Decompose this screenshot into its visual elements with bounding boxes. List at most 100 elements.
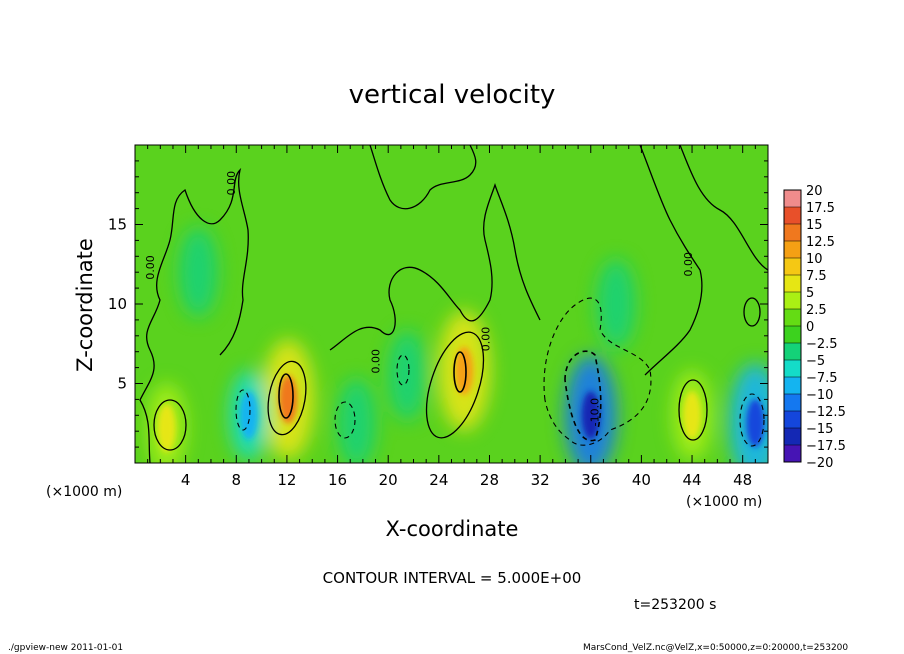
contour-label: 0.00 [682, 252, 695, 277]
colorbar-segment [784, 360, 801, 377]
field-feature [596, 259, 636, 349]
contour-labels: 0.00 0.00 0.00 0.00 -10.0 0.00 [144, 171, 695, 426]
colorbar-segment [784, 411, 801, 428]
footer-left: ./gpview-new 2011-01-01 [8, 643, 123, 653]
colorbar-label: −15 [806, 422, 833, 437]
time-label: t=253200 s [634, 597, 716, 613]
colorbar-label: −10 [806, 388, 833, 403]
field-core [746, 399, 765, 448]
colorbar-label: −17.5 [806, 439, 846, 454]
x-tick-label: 8 [232, 471, 242, 489]
colorbar-label: 2.5 [806, 303, 827, 318]
x-unit-label-left: (×1000 m) [46, 484, 122, 500]
colorbar-label: 10 [806, 252, 823, 267]
y-tick-label: 10 [108, 295, 127, 313]
colorbar-label: 17.5 [806, 201, 835, 216]
x-tick-label: 16 [328, 471, 347, 489]
colorbar-segment [784, 445, 801, 462]
colorbar-segment [784, 207, 801, 224]
contour-label: -10.0 [588, 398, 601, 426]
colorbar-segment [784, 258, 801, 275]
contour-label: 0.00 [225, 171, 238, 196]
x-tick-label: 24 [429, 471, 448, 489]
colorbar-segment [784, 224, 801, 241]
zero-contour-center [329, 182, 541, 351]
negative-contour-36 [543, 297, 652, 446]
colorbar-label: 12.5 [806, 235, 835, 250]
field-core [581, 391, 600, 440]
negative-contour-21 [396, 354, 410, 386]
contour-label: 0.00 [144, 255, 157, 280]
positive-contour-12 [267, 360, 307, 436]
colorbar-label: 5 [806, 286, 814, 301]
colorbar-label: 0 [806, 320, 814, 335]
colorbar-label: −20 [806, 456, 833, 471]
field-feature [387, 330, 427, 421]
x-tick-label: 32 [531, 471, 550, 489]
field-core [157, 404, 176, 453]
field-feature [178, 227, 218, 318]
y-tick-label: 5 [117, 375, 127, 393]
x-tick-label: 40 [632, 471, 651, 489]
positive-contour-49 [743, 297, 761, 327]
colorbar-segment [784, 326, 801, 343]
x-tick-label: 28 [480, 471, 499, 489]
field-core [239, 391, 258, 440]
contour-interval: CONTOUR INTERVAL = 5.000E+00 [323, 569, 582, 587]
positive-contour-2 [153, 399, 187, 451]
colorbar: 20 17.5 15 12.5 10 7.5 5 2.5 0 −2.5 −5 −7.5 −10 −12.5… [783, 184, 846, 471]
colorbar-label: −7.5 [806, 371, 838, 386]
field-core [455, 346, 474, 395]
y-axis-label: Z-coordinate [73, 238, 97, 372]
y-axis: 5 10 15 [108, 160, 768, 448]
x-axis-label: X-coordinate [386, 517, 519, 541]
positive-contour-26-inner [453, 351, 467, 393]
negative-contour-17 [334, 401, 356, 439]
x-tick-label: 12 [277, 471, 296, 489]
field-core [683, 391, 702, 440]
negative-contour-lines [235, 297, 765, 447]
velocity-field [147, 227, 768, 463]
colorbar-segment [784, 377, 801, 394]
y-tick-label: 15 [108, 216, 127, 234]
footer-right: MarsCond_VelZ.nc@VelZ,x=0:50000,z=0:2000… [583, 643, 848, 653]
colorbar-label: 15 [806, 218, 823, 233]
colorbar-label: −12.5 [806, 405, 846, 420]
x-tick-label: 48 [733, 471, 752, 489]
positive-contour-12-inner [278, 373, 294, 419]
negative-contour-9 [235, 389, 251, 431]
colorbar-segment [784, 190, 801, 207]
colorbar-segment [784, 428, 801, 445]
chart-title: vertical velocity [349, 80, 556, 110]
x-tick-label: 20 [379, 471, 398, 489]
x-tick-label: 4 [181, 471, 191, 489]
contour-lines [139, 145, 768, 463]
negative-contour-49 [739, 393, 765, 447]
colorbar-label: 7.5 [806, 269, 827, 284]
colorbar-label: −2.5 [806, 337, 838, 352]
plot-area: 0.00 0.00 0.00 0.00 -10.0 0.00 [135, 145, 768, 463]
x-tick-label: 44 [682, 471, 701, 489]
colorbar-segment [784, 343, 801, 360]
colorbar-label: −5 [806, 354, 825, 369]
zero-contour-left [139, 167, 249, 463]
field-feature [337, 378, 377, 463]
zero-contour-right [639, 145, 703, 376]
colorbar-segment [784, 309, 801, 326]
positive-contour-44 [678, 379, 708, 441]
colorbar-label: 20 [806, 184, 823, 199]
x-axis: 4 8 12 16 20 24 28 32 36 40 44 48 [147, 145, 756, 489]
x-tick-label: 36 [581, 471, 600, 489]
colorbar-segment [784, 275, 801, 292]
contour-label: 0.00 [479, 327, 492, 352]
x-unit-label-right: (×1000 m) [686, 494, 762, 510]
colorbar-segment [784, 292, 801, 309]
contour-label: 0.00 [369, 349, 382, 374]
zero-contour-far-right [679, 145, 768, 271]
colorbar-segment [784, 394, 801, 411]
colorbar-segment [784, 241, 801, 258]
zero-contour-mid [369, 145, 477, 210]
positive-contour-26 [425, 331, 485, 439]
negative-contour-36-inner [564, 350, 602, 442]
